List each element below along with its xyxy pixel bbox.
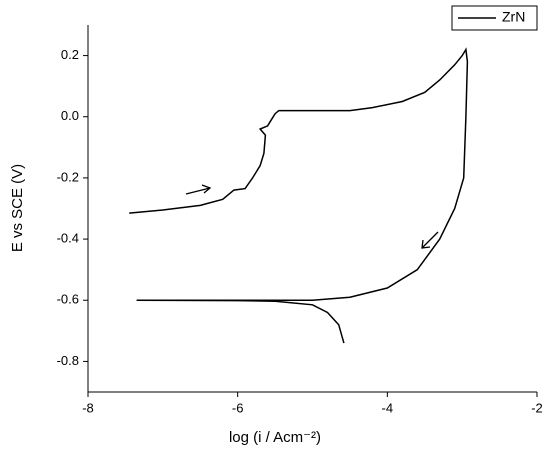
y-tick-label: -0.6 xyxy=(57,292,79,307)
y-tick-label: -0.4 xyxy=(57,231,79,246)
data-line xyxy=(129,47,469,344)
x-tick-label: -8 xyxy=(82,400,94,415)
arrow xyxy=(421,231,439,249)
x-tick-label: -6 xyxy=(232,400,244,415)
legend-label: ZrN xyxy=(502,9,525,25)
y-tick-label: 0.0 xyxy=(61,108,79,123)
y-tick-label: -0.2 xyxy=(57,169,79,184)
x-tick-label: -2 xyxy=(531,400,543,415)
arrow xyxy=(185,184,212,195)
y-tick-label: 0.2 xyxy=(61,47,79,62)
y-axis-label: E vs SCE (V) xyxy=(9,164,26,252)
x-tick-label: -4 xyxy=(382,400,394,415)
x-axis-label: log (i / Acm⁻²) xyxy=(229,429,321,446)
y-tick-label: -0.8 xyxy=(57,353,79,368)
